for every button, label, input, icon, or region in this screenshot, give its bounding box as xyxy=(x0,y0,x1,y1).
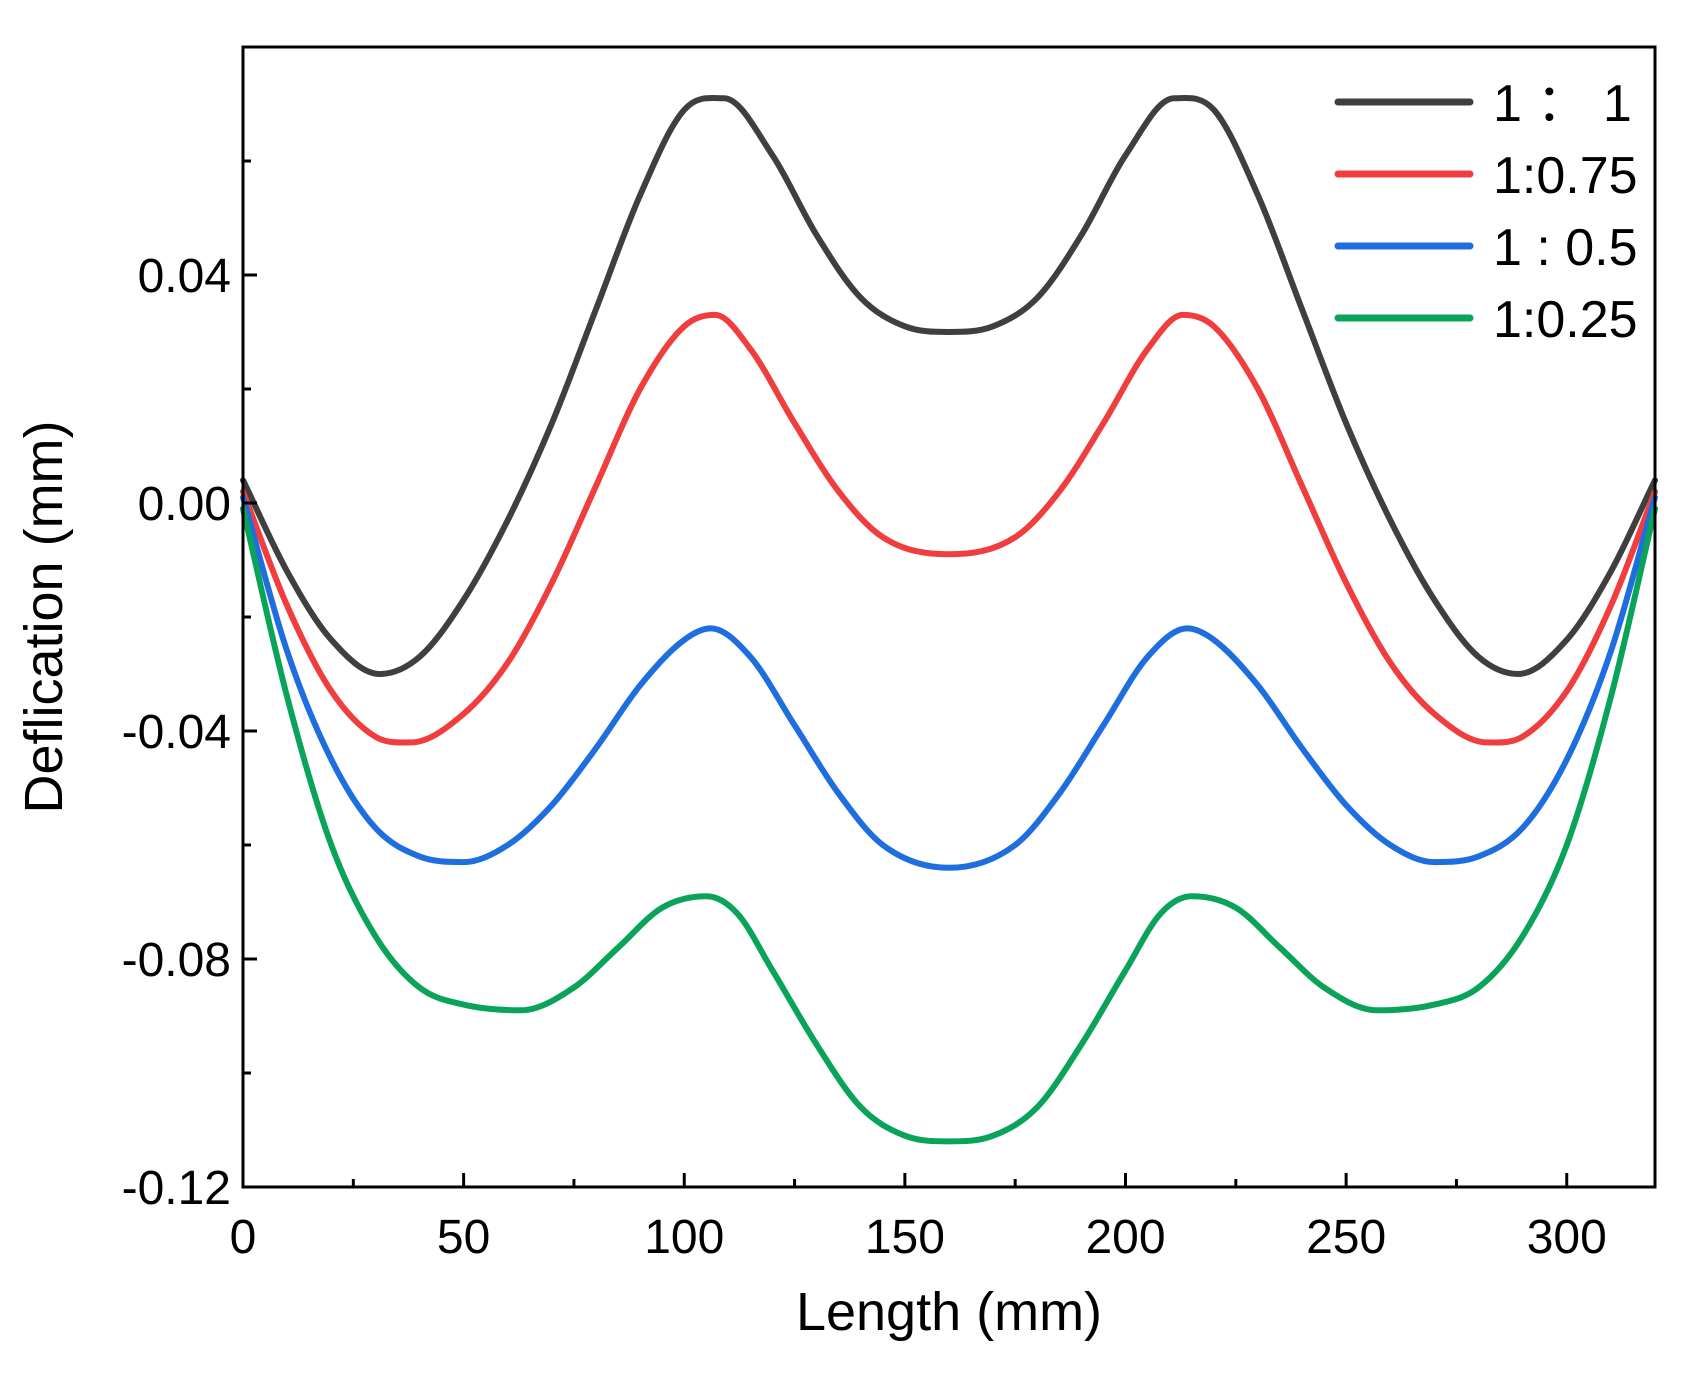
x-tick-label: 100 xyxy=(644,1211,724,1264)
y-axis-title: Deflication (mm) xyxy=(14,420,74,813)
x-tick-label: 300 xyxy=(1527,1211,1607,1264)
y-tick-label: 0.04 xyxy=(138,250,231,303)
x-axis-title: Length (mm) xyxy=(796,1282,1102,1342)
series-layer xyxy=(240,95,1658,1145)
series-line-4 xyxy=(240,505,1658,1145)
legend: 1 ： 1 1:0.75 1 : 0.5 1:0.25 xyxy=(1334,75,1638,349)
legend-label-2: 1:0.75 xyxy=(1493,147,1638,205)
series-line-3 xyxy=(240,494,1658,871)
series-line-1 xyxy=(240,95,1658,677)
tick-labels-layer: 0 50 100 150 200 250 300 -0.12 -0.08 -0.04 0.00 0.0… xyxy=(122,250,1607,1264)
y-tick-label: -0.12 xyxy=(122,1162,231,1215)
x-tick-label: 250 xyxy=(1306,1211,1386,1264)
legend-label-1: 1 ： 1 xyxy=(1493,75,1632,133)
x-tick-label: 50 xyxy=(437,1211,490,1264)
series-line-2 xyxy=(240,311,1658,746)
legend-label-4: 1:0.25 xyxy=(1493,291,1638,349)
legend-label-3: 1 : 0.5 xyxy=(1493,219,1638,277)
ticks-layer xyxy=(241,159,1569,1189)
y-tick-label: -0.04 xyxy=(122,706,231,759)
y-tick-label: 0.00 xyxy=(138,478,231,531)
x-tick-label: 0 xyxy=(230,1211,257,1264)
x-tick-label: 150 xyxy=(865,1211,945,1264)
y-tick-label: -0.08 xyxy=(122,934,231,987)
x-tick-label: 200 xyxy=(1085,1211,1165,1264)
